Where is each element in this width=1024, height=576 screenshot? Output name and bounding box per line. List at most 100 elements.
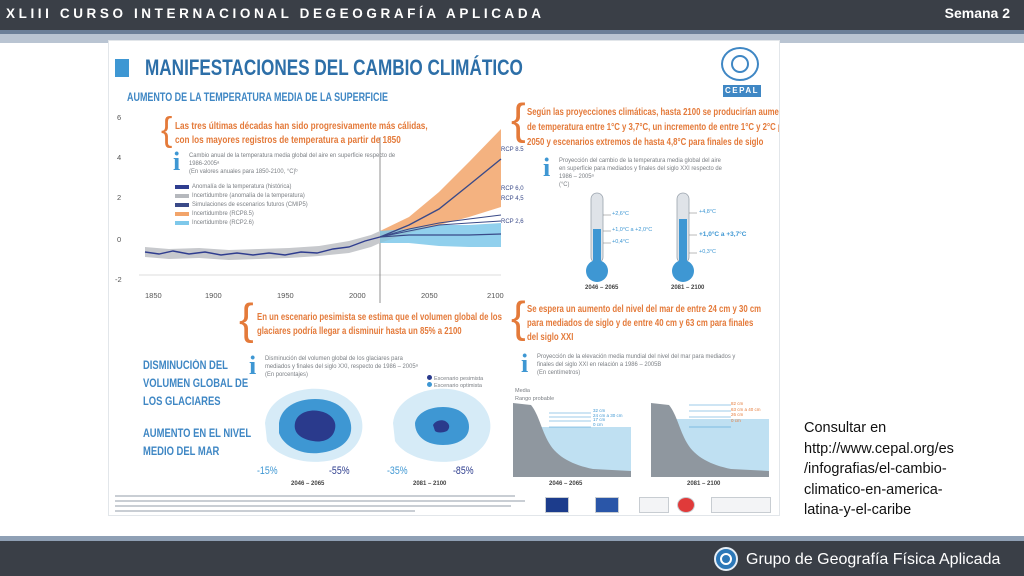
- note-line: Las tres últimas décadas han sido progre…: [175, 120, 428, 132]
- temperature-info: Cambio anual de la temperatura media glo…: [189, 152, 395, 176]
- legend-label: Simulaciones de escenarios futuros (CMIP…: [192, 201, 308, 209]
- rcp85-uncertainty-band: [380, 129, 501, 243]
- info-line: Disminución del volumen global de los gl…: [265, 355, 403, 362]
- note-line: para mediados de siglo y de entre 40 cm …: [527, 318, 754, 329]
- temperature-chart: [139, 129, 502, 303]
- thermometer-label: +1,0°C a +2,0°C: [612, 227, 653, 233]
- header-divider: [0, 30, 1024, 34]
- thermometer-label: +0,4°C: [612, 239, 630, 245]
- partner-logo: [677, 497, 695, 513]
- partner-logo: [595, 497, 619, 513]
- legend-swatch: [175, 211, 189, 216]
- glacier-pessimist-shape: [294, 410, 336, 442]
- legend-label: Rango probable: [515, 396, 555, 402]
- infographic-title: MANIFESTACIONES DEL CAMBIO CLIMÁTICO: [145, 55, 523, 80]
- y-tick: 4: [117, 153, 122, 162]
- x-tick: 2100: [487, 291, 504, 300]
- sea-label: 24 cm a 30 cm: [593, 412, 623, 418]
- x-tick: 1850: [145, 291, 162, 300]
- note-line: glaciares podría llegar a disminuir hast…: [257, 326, 462, 337]
- scenario-label: RCP 8.5: [501, 147, 524, 153]
- temperature-legend: Anomalía de la temperatura (histórica) I…: [175, 178, 321, 227]
- legend-swatch: [175, 220, 189, 225]
- sea-label: 0 cm: [731, 417, 741, 423]
- glacier-heading: DISMINUCIÓN DEL VOLUMEN GLOBAL DE LOS GL…: [143, 357, 248, 411]
- heading-line: MEDIO DEL MAR: [143, 446, 220, 458]
- sea-level-graphic: [513, 403, 769, 477]
- x-tick: 1950: [277, 291, 294, 300]
- y-tick: -2: [115, 275, 122, 284]
- orange-brace: {: [239, 295, 254, 344]
- glacier-pessimist-value: -85%: [453, 465, 474, 477]
- partner-logos: [539, 497, 779, 515]
- rcp85-line: [379, 158, 502, 238]
- thermometer-icon: [672, 192, 697, 282]
- reference-url[interactable]: http://www.cepal.org/es: [804, 440, 954, 457]
- y-tick: 6: [117, 113, 122, 122]
- scenario-label: RCP 4,5: [501, 196, 524, 202]
- info-line: 1986 – 2005ᵃ: [559, 173, 594, 180]
- projection-note: Según las proyecciones climáticas, hasta…: [527, 105, 780, 150]
- period-label: 2081 – 2100: [413, 481, 447, 487]
- partner-logo: [545, 497, 569, 513]
- legend-label: Incertidumbre (RCP2.6): [192, 219, 254, 227]
- glacier-pessimist-value: -55%: [329, 465, 350, 477]
- sea-label: 63 cm a 40 cm: [731, 406, 761, 412]
- footer-bar: Grupo de Geografía Física Aplicada: [0, 541, 1024, 576]
- note-line: de temperatura entre 1°C y 3,7°C, un inc…: [527, 122, 780, 133]
- sea-label: 26 cm: [731, 412, 744, 417]
- info-line: (°C): [559, 181, 570, 188]
- title-marker: [115, 59, 129, 77]
- sea-label: 32 cm: [593, 408, 606, 413]
- y-tick: 0: [117, 235, 122, 244]
- sea-label: 17 cm: [593, 417, 606, 422]
- sea-level-labels: 32 cm 24 cm a 30 cm 17 cm 0 cm: [593, 408, 623, 427]
- rcp26-line: [379, 233, 502, 238]
- period-label: 2046 – 2065: [549, 481, 583, 487]
- legend-swatch: [175, 184, 189, 189]
- info-icon: i: [543, 153, 551, 182]
- un-emblem-icon: [721, 47, 759, 81]
- info-line: (En porcentajes): [265, 371, 308, 378]
- x-tick: 2050: [421, 291, 438, 300]
- glacier-optimist-value: -35%: [387, 465, 408, 477]
- thermometer-label: +2,6°C: [612, 211, 630, 217]
- cepal-logo: CEPAL: [723, 85, 761, 97]
- heading-line: VOLUMEN GLOBAL DE: [143, 378, 249, 390]
- note-line: con los mayores registros de temperatura…: [175, 134, 401, 146]
- reference-url[interactable]: /infografias/el-cambio-: [804, 461, 947, 477]
- partner-logo: [711, 497, 771, 513]
- reference-url[interactable]: latina-y-el-caribe: [804, 502, 912, 518]
- glacier-pessimist-shape: [433, 420, 450, 433]
- x-tick: 1900: [205, 291, 222, 300]
- note-line: Según las proyecciones climáticas, hasta…: [527, 107, 780, 118]
- glacier-note: En un escenario pesimista se estima que …: [257, 311, 502, 339]
- info-line: Proyección de la elevación media mundial…: [537, 353, 736, 360]
- legend-swatch: [175, 202, 189, 207]
- sea-level-legend: Media Rango probable: [515, 387, 554, 403]
- glacier-optimist-value: -15%: [257, 465, 278, 477]
- legend-label: Anomalía de la temperatura (histórica): [192, 183, 292, 191]
- partner-logo: [639, 497, 669, 513]
- note-line: Se espera un aumento del nivel del mar d…: [527, 304, 762, 315]
- info-line: Proyección del cambio de la temperatura …: [559, 157, 721, 164]
- legend-label: Incertidumbre (RCP8.5): [192, 210, 254, 218]
- reference-url[interactable]: climatico-en-america-: [804, 481, 943, 498]
- sea-level-note: Se espera un aumento del nivel del mar d…: [527, 303, 761, 345]
- info-line: (En valores anuales para 1850-2100, °C)ᵇ: [189, 168, 298, 175]
- legend-swatch: [175, 193, 189, 198]
- sea-label: 82 cm: [731, 401, 744, 406]
- info-line: en superficie para mediados y finales de…: [559, 165, 722, 172]
- group-name: Grupo de Geografía Física Aplicada: [746, 551, 1001, 568]
- week-label: Semana 2: [944, 5, 1010, 21]
- reference-line: Consultar en: [804, 420, 887, 436]
- sea-label: 0 cm: [593, 421, 603, 427]
- heading-line: DISMINUCIÓN DEL: [143, 360, 228, 372]
- info-line: Cambio anual de la temperatura media glo…: [189, 152, 396, 159]
- thermometer-label: +1,0°C a +3,7°C: [699, 231, 747, 238]
- period-label: 2046 – 2065: [291, 481, 325, 487]
- orange-brace: {: [511, 293, 526, 342]
- orange-brace: {: [511, 95, 526, 144]
- glacier-info: Disminución del volumen global de los gl…: [265, 355, 418, 379]
- period-label: 2046 – 2065: [585, 285, 619, 291]
